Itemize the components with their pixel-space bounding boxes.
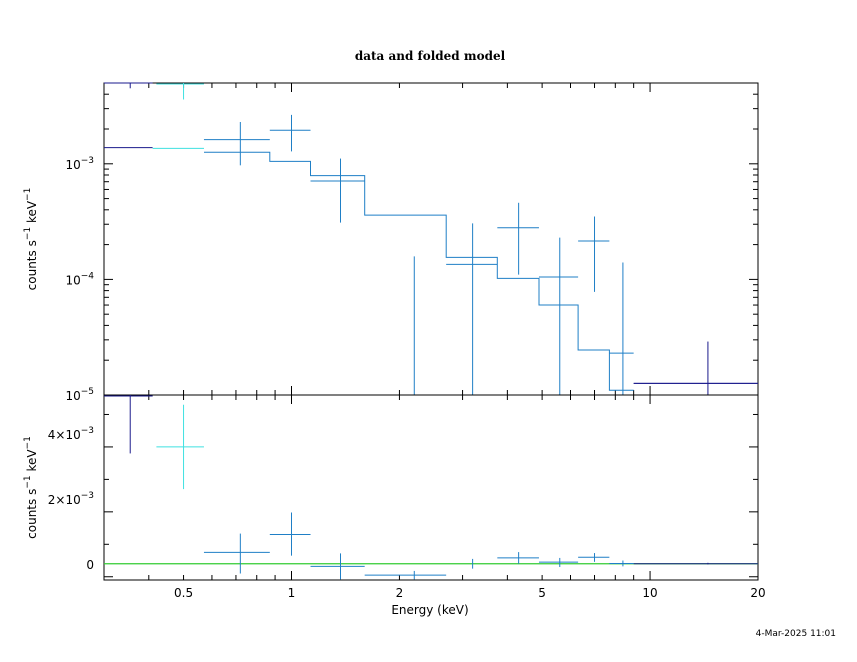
- top-plot-frame: [103, 82, 759, 396]
- top-y-tick-label: 10−5: [65, 387, 94, 403]
- top-y-tick-label: 10−3: [65, 156, 94, 172]
- bottom-y-tick-label: 4×10−3: [48, 426, 94, 442]
- bottom-y-axis-label: counts s−1 keV−1: [23, 436, 39, 539]
- bottom-panel: 0 2×10−3 4×10−3 counts s−1 keV−1 0.5 1 2 5 10 20: [23, 394, 766, 600]
- x-tick-label: 1: [288, 586, 296, 600]
- timestamp: 4-Mar-2025 11:01: [756, 629, 836, 639]
- top-panel: 10−5 10−4 10−3 counts s−1 keV−1: [23, 82, 759, 403]
- model-step-line: [204, 151, 634, 391]
- x-axis-label: Energy (keV): [391, 603, 468, 617]
- x-tick-label: 10: [642, 586, 657, 600]
- x-tick-label: 5: [538, 586, 546, 600]
- top-y-tick-label: 10−4: [65, 271, 94, 287]
- bottom-y-tick-label: 2×10−3: [48, 491, 94, 507]
- chart-title: data and folded model: [355, 49, 506, 63]
- x-tick-label: 0.5: [174, 586, 193, 600]
- x-tick-label: 2: [396, 586, 404, 600]
- top-y-axis-label: counts s−1 keV−1: [23, 188, 39, 291]
- bottom-y-tick-label: 0: [86, 558, 94, 572]
- x-tick-label: 20: [750, 586, 765, 600]
- bottom-plot-frame: [103, 394, 759, 581]
